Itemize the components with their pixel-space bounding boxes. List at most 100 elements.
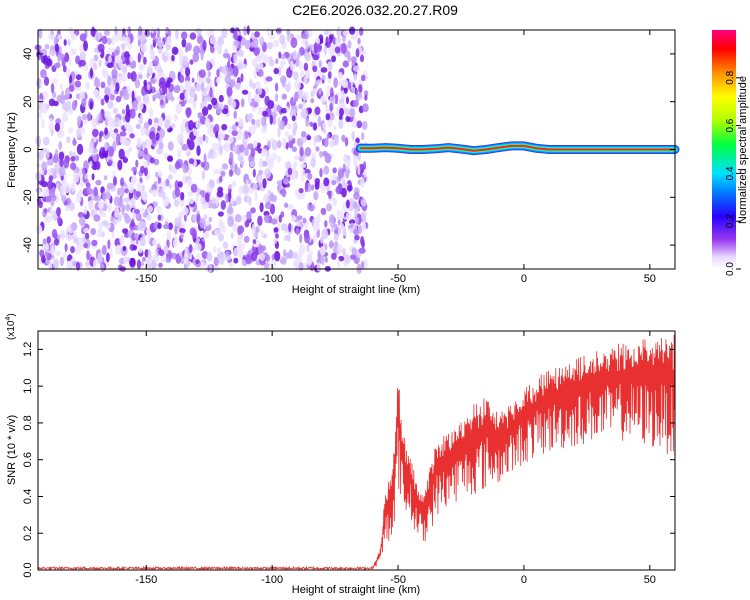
noise-cell: [211, 203, 217, 209]
noise-cell: [41, 181, 48, 188]
noise-cell: [338, 119, 344, 129]
noise-cell: [237, 117, 244, 127]
noise-cell: [207, 83, 211, 92]
noise-cell: [130, 71, 137, 82]
noise-cell: [140, 261, 144, 267]
noise-cell: [86, 250, 90, 261]
noise-cell: [64, 243, 68, 253]
noise-cell: [307, 172, 313, 180]
noise-cell: [90, 228, 97, 236]
noise-cell: [114, 55, 122, 64]
noise-cell: [177, 148, 182, 159]
noise-cell: [311, 184, 315, 191]
noise-cell: [107, 75, 112, 86]
noise-cell: [79, 51, 87, 62]
noise-cell: [322, 128, 327, 134]
noise-cell: [241, 63, 247, 70]
noise-cell: [326, 133, 330, 140]
noise-cell: [357, 165, 361, 176]
noise-cell: [257, 215, 263, 227]
noise-cell: [45, 149, 50, 159]
noise-cell: [108, 55, 112, 64]
noise-cell: [131, 166, 138, 172]
noise-cell: [134, 208, 140, 214]
noise-cell: [259, 202, 264, 213]
noise-cell: [277, 117, 281, 128]
noise-cell: [146, 83, 150, 91]
noise-cell: [213, 256, 219, 267]
noise-cell: [360, 199, 367, 207]
x-tick-label: -150: [135, 273, 157, 285]
noise-cell: [341, 134, 346, 142]
noise-cell: [332, 167, 337, 174]
noise-cell: [206, 60, 211, 72]
noise-cell: [363, 259, 368, 270]
noise-cell: [346, 199, 350, 209]
noise-cell: [275, 28, 281, 34]
noise-cell: [158, 170, 163, 179]
y-tick-label: -40: [22, 237, 34, 253]
noise-cell: [338, 71, 343, 80]
noise-cell: [310, 98, 315, 104]
noise-cell: [118, 148, 125, 160]
noise-cell: [262, 110, 268, 117]
noise-cell: [253, 47, 260, 56]
noise-cell: [207, 71, 212, 78]
noise-cell: [181, 38, 187, 48]
noise-cell: [143, 122, 150, 129]
noise-cell: [50, 167, 55, 175]
noise-cell: [264, 168, 272, 179]
y-tick-label: 0.8: [22, 415, 34, 430]
noise-cell: [191, 77, 195, 83]
noise-cell: [303, 62, 309, 71]
noise-cell: [332, 197, 338, 207]
noise-cell: [340, 223, 344, 231]
noise-cell: [328, 112, 335, 121]
noise-cell: [335, 36, 342, 46]
noise-cell: [270, 218, 278, 225]
noise-cell: [312, 233, 318, 243]
noise-cell: [256, 118, 261, 128]
noise-cell: [168, 222, 173, 230]
snr-panel: -150 -100 -50 0 50 0.0 0.2 0.4 0.6 0.8 1.0 1.2 Hei…: [5, 313, 676, 596]
noise-cell: [298, 243, 306, 254]
noise-cell: [233, 247, 240, 257]
noise-cell: [251, 82, 256, 90]
noise-cell: [275, 82, 279, 92]
noise-cell: [106, 252, 110, 263]
noise-cell: [53, 258, 59, 270]
noise-cell: [167, 174, 174, 180]
noise-cell: [241, 214, 247, 223]
noise-cell: [140, 165, 145, 174]
noise-cell: [170, 164, 177, 173]
noise-cell: [108, 159, 113, 166]
noise-cell: [238, 144, 245, 153]
noise-cell: [227, 136, 234, 144]
noise-cell: [50, 83, 55, 94]
noise-cell: [248, 196, 252, 206]
noise-cell: [187, 191, 194, 197]
noise-cell: [241, 243, 245, 250]
noise-cell: [41, 161, 48, 171]
noise-cell: [149, 157, 155, 164]
noise-cell: [186, 150, 191, 157]
noise-cell: [333, 241, 339, 248]
noise-cell: [159, 128, 165, 139]
noise-cell: [296, 252, 301, 263]
noise-cell: [226, 86, 233, 97]
noise-cell: [162, 200, 168, 207]
noise-cell: [195, 82, 202, 92]
noise-cell: [361, 212, 366, 221]
noise-cell: [114, 25, 118, 36]
y-tick-label: 0.2: [22, 526, 34, 541]
noise-cell: [137, 52, 141, 63]
noise-cell: [93, 186, 98, 197]
noise-cell: [239, 156, 245, 167]
noise-cell: [292, 71, 299, 81]
noise-cell: [356, 120, 363, 129]
noise-cell: [274, 250, 281, 262]
noise-cell: [330, 226, 335, 233]
noise-cell: [351, 86, 356, 93]
noise-cell: [217, 36, 224, 46]
noise-cell: [103, 175, 108, 181]
